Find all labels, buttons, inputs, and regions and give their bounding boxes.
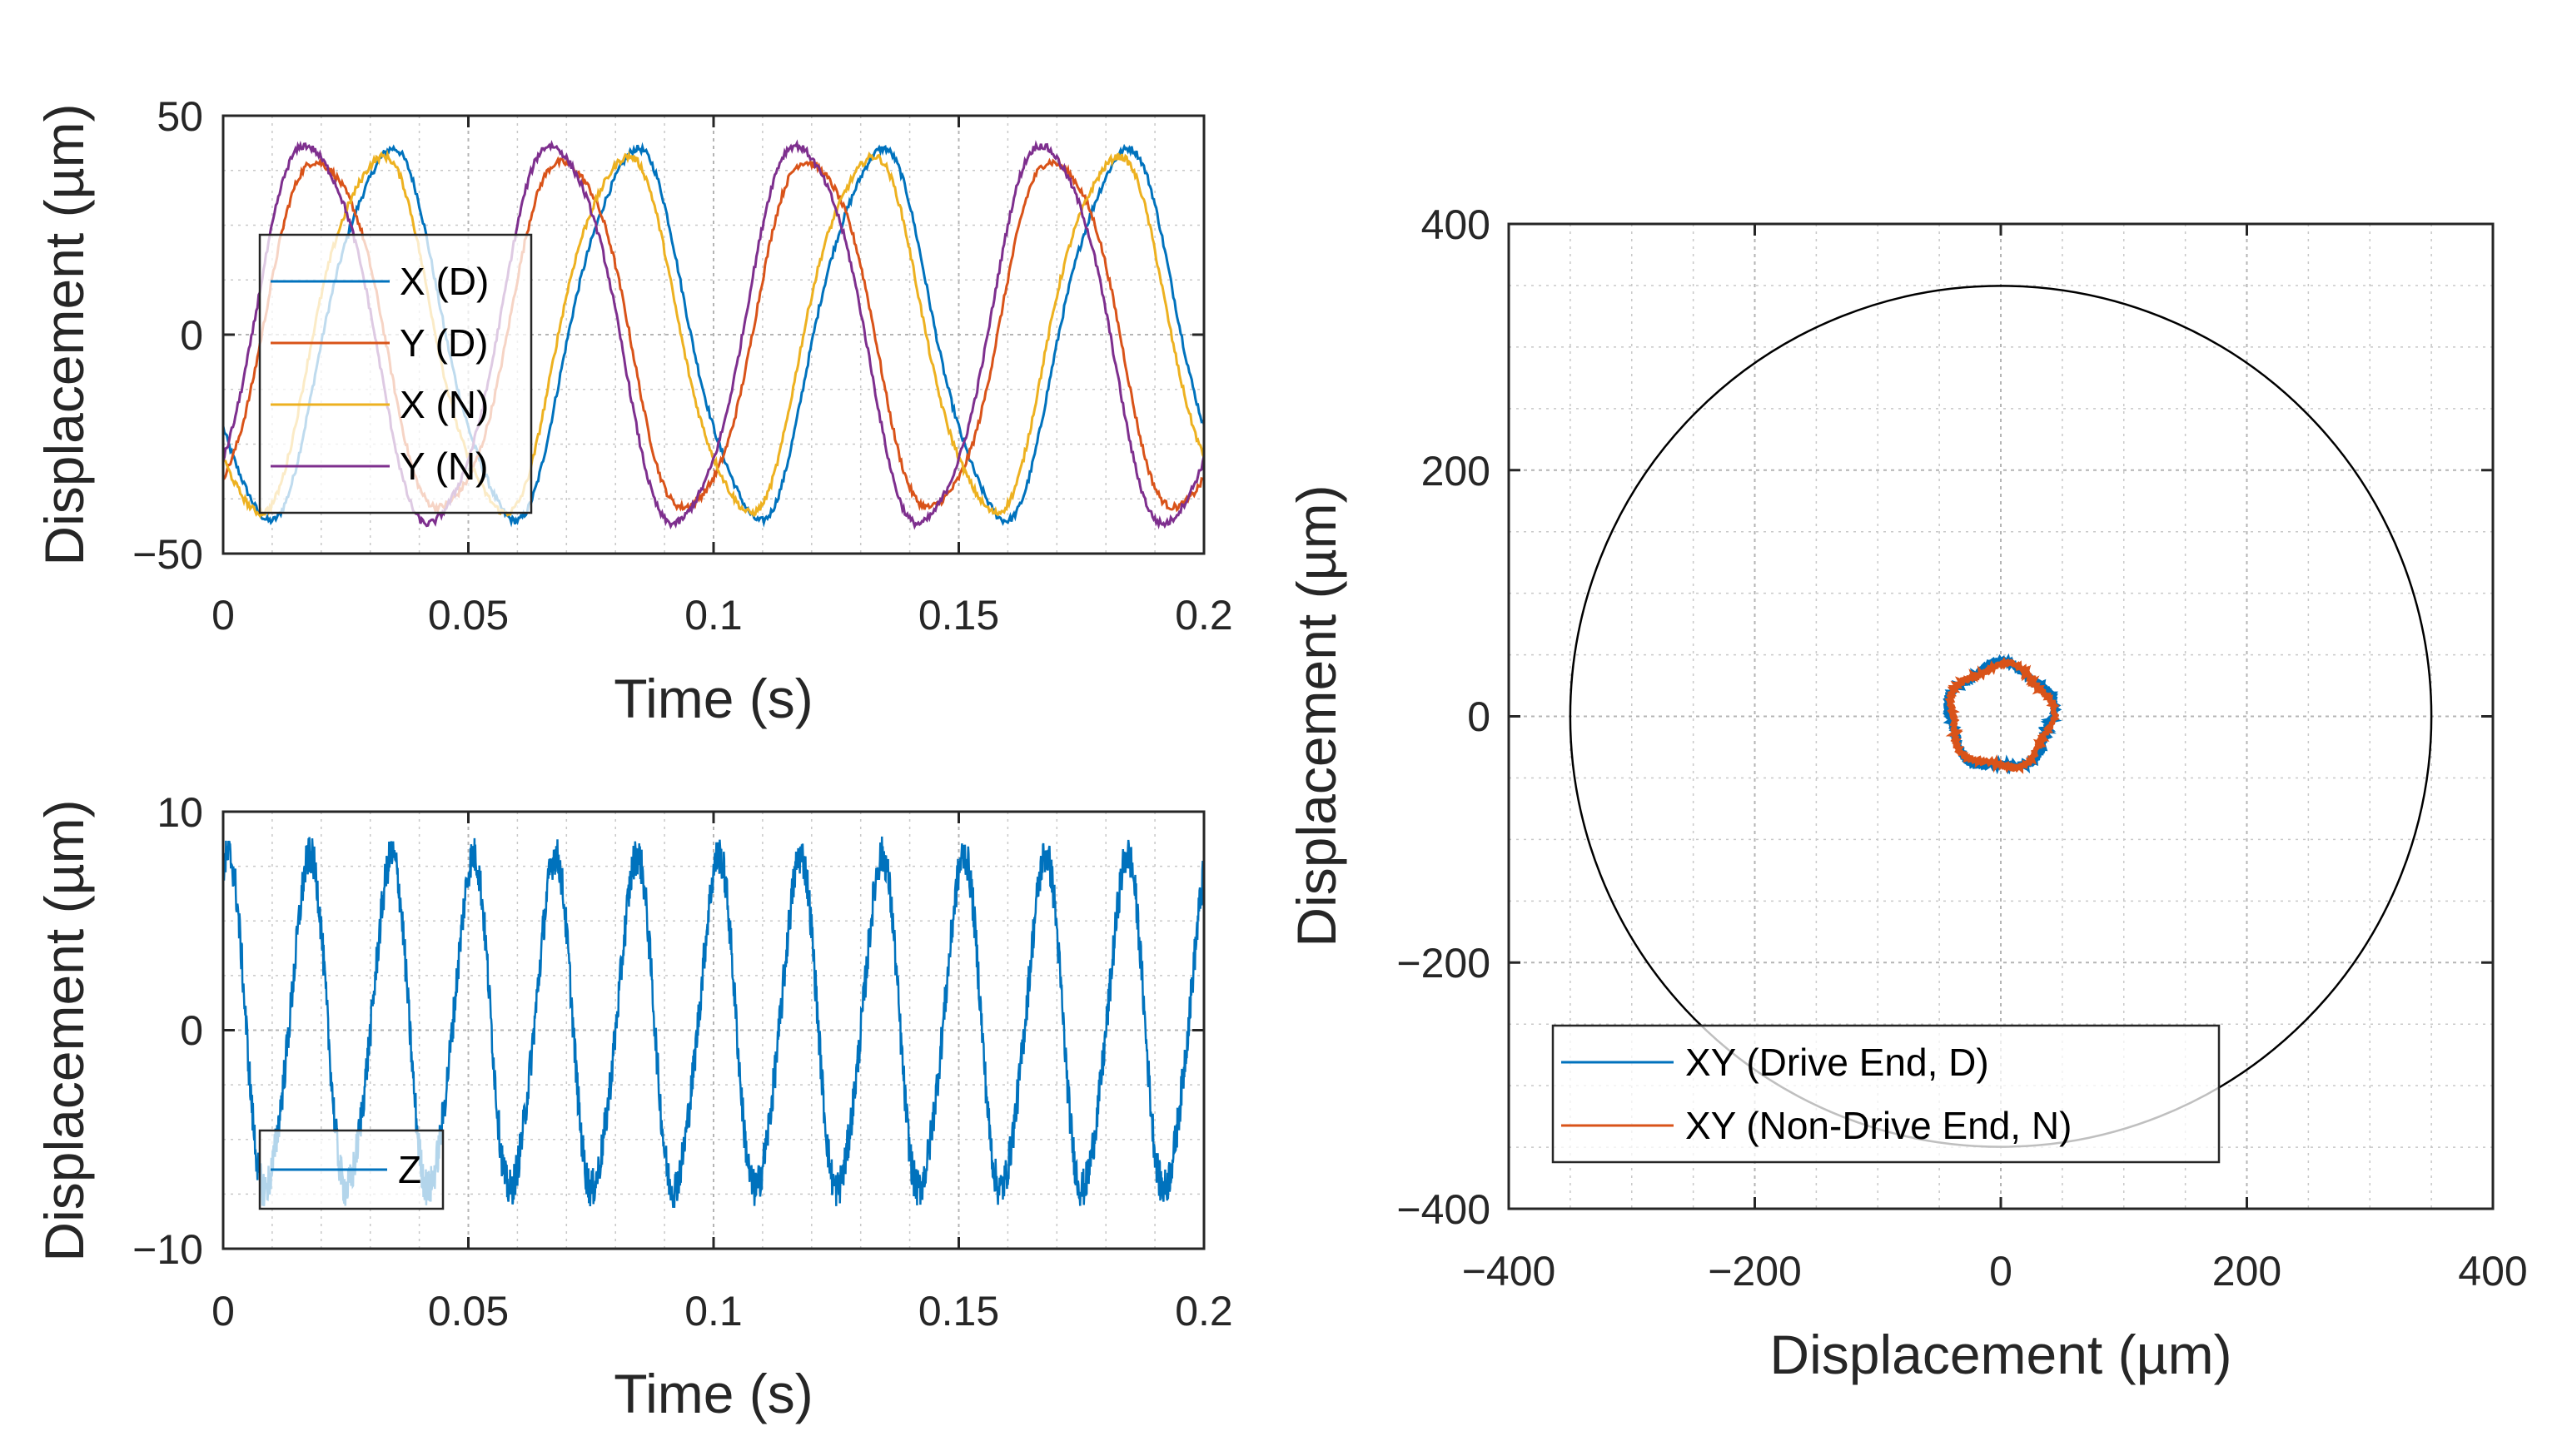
p2-ticks	[221, 810, 1206, 1250]
p2-xtick-4: 0.2	[1175, 1288, 1233, 1334]
p3-xtick-neg400: −400	[1462, 1248, 1556, 1294]
orbit-line-non-drive-end	[1944, 656, 2060, 774]
p3-ytick-200: 200	[1421, 448, 1490, 494]
p2-xtick-1: 0.05	[428, 1288, 509, 1334]
p2-ytick-0: 0	[180, 1007, 203, 1054]
p3-ytick-0: 0	[1467, 693, 1490, 740]
p2-xlabel: Time (s)	[614, 1363, 813, 1424]
p1-xtick-0: 0	[211, 592, 235, 639]
p1-ytick-0: 0	[180, 312, 203, 359]
p1-legend: X (D) Y (D) X (N) Y (N)	[258, 233, 533, 514]
p2-ytick-10: 10	[157, 789, 203, 836]
p1-xlabel: Time (s)	[614, 668, 813, 729]
legend-label-y-d: Y (D)	[400, 321, 489, 365]
p1-grid	[222, 115, 1205, 554]
p3-xtick-200: 200	[2212, 1248, 2281, 1294]
p2-ylabel: Displacement (µm)	[33, 799, 95, 1261]
legend-label-y-n: Y (N)	[400, 445, 489, 488]
legend-label-x-n: X (N)	[400, 383, 489, 426]
p3-ytick-neg200: −200	[1396, 940, 1490, 986]
p3-legend: XY (Drive End, D) XY (Non-Drive End, N)	[1551, 1024, 2221, 1164]
legend-label-z: Z	[398, 1148, 421, 1191]
p3-ylabel: Displacement (µm)	[1286, 485, 1347, 947]
p1-legend-box	[258, 233, 533, 514]
panel-z-time: 0 0.05 0.1 0.15 0.2 10 0 −10 Time (s) Di…	[33, 789, 1233, 1424]
p1-xtick-3: 0.15	[918, 592, 999, 639]
p3-legend-box	[1551, 1024, 2221, 1164]
p1-xtick-2: 0.1	[684, 592, 743, 639]
p2-legend: Z	[258, 1129, 445, 1210]
legend-label-xy-d: XY (Drive End, D)	[1685, 1041, 1989, 1084]
legend-label-x-d: X (D)	[400, 260, 489, 303]
p2-xtick-2: 0.1	[684, 1288, 743, 1334]
panel-xy-time: 0 0.05 0.1 0.15 0.2 50 0 −50 Time (s) Di…	[33, 93, 1233, 729]
p1-ticks	[221, 114, 1206, 555]
p1-ytick-neg50: −50	[132, 531, 203, 578]
p3-xtick-0: 0	[1989, 1248, 2012, 1294]
p1-xtick-4: 0.2	[1175, 592, 1233, 639]
p3-xtick-neg200: −200	[1708, 1248, 1802, 1294]
p1-xtick-1: 0.05	[428, 592, 509, 639]
p3-xtick-400: 400	[2458, 1248, 2527, 1294]
p3-xlabel: Displacement (µm)	[1769, 1324, 2231, 1385]
p1-ytick-50: 50	[157, 93, 203, 140]
panel-orbit: −400 −200 0 200 400 400 200 0 −200 −400 …	[1286, 201, 2528, 1385]
boundary-circle	[1569, 285, 2433, 1148]
p2-series-lines	[221, 836, 1206, 1208]
p3-ytick-neg400: −400	[1396, 1186, 1490, 1233]
series-line-z	[221, 836, 1206, 1208]
legend-label-xy-n: XY (Non-Drive End, N)	[1685, 1104, 2072, 1147]
p2-xtick-0: 0	[211, 1288, 235, 1334]
p2-ytick-neg10: −10	[132, 1226, 203, 1273]
p3-ytick-400: 400	[1421, 201, 1490, 248]
p3-ticks	[1507, 222, 2495, 1210]
p2-xtick-3: 0.15	[918, 1288, 999, 1334]
p1-ylabel: Displacement (µm)	[33, 103, 95, 565]
p3-series-lines	[1943, 653, 2062, 775]
